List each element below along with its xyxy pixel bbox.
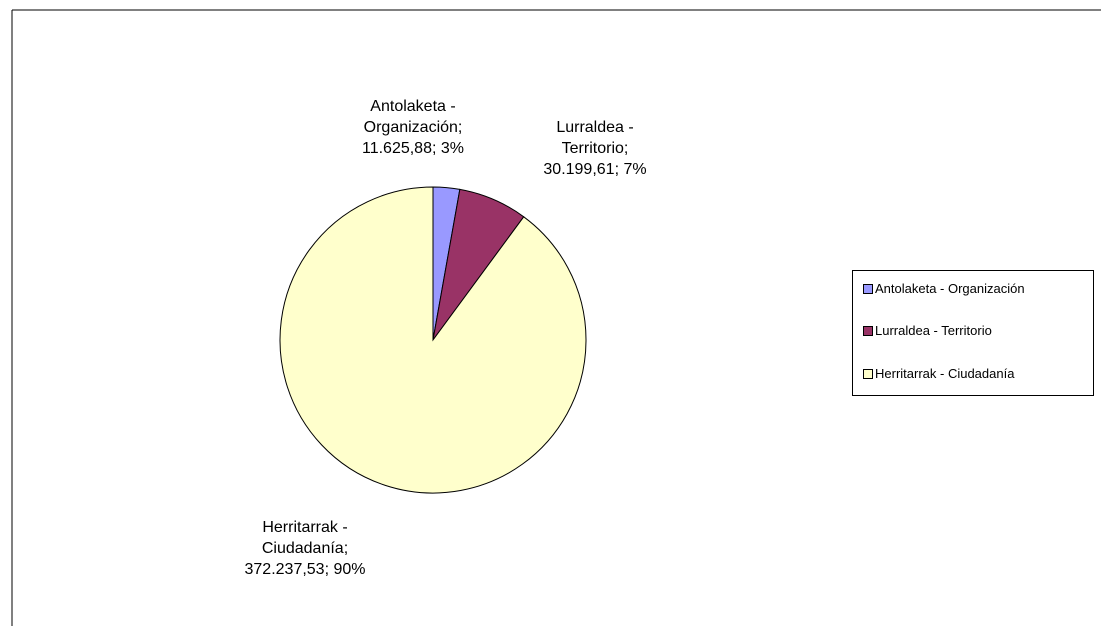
legend-swatch-2 [863, 368, 873, 379]
pie-data-label-0-line-2: 11.625,88; 3% [362, 140, 464, 157]
pie-data-label-2-line-2: 372.237,53; 90% [245, 561, 366, 578]
pie-data-label-0: Antolaketa - Organización; 11.625,88; 3% [362, 98, 464, 157]
pie-data-label-0-line-1: Organización; [364, 119, 463, 136]
pie-labels: Antolaketa - Organización; 11.625,88; 3% Lu… [245, 98, 647, 578]
pie-slices [279, 186, 587, 494]
legend-swatch-0 [863, 283, 873, 294]
pie-data-label-2-line-0: Herritarrak - [262, 519, 347, 536]
pie-data-label-1-line-0: Lurraldea - [556, 119, 633, 136]
legend-label-0: Antolaketa - Organización [875, 281, 1025, 296]
legend-label-2: Herritarrak - Ciudadanía [875, 366, 1015, 381]
pie-data-label-0-line-0: Antolaketa - [370, 98, 455, 115]
pie-slice-2 [279, 186, 587, 494]
chart-legend: Antolaketa - Organización Lurraldea - Te… [852, 270, 1094, 396]
legend-item-2: Herritarrak - Ciudadanía [863, 366, 1014, 382]
legend-item-0: Antolaketa - Organización [863, 281, 1025, 297]
pie-data-label-2-line-1: Ciudadanía; [262, 540, 348, 557]
pie-data-label-2: Herritarrak - Ciudadanía; 372.237,53; 90% [245, 519, 366, 578]
legend-item-1: Lurraldea - Territorio [863, 323, 992, 339]
pie-data-label-1: Lurraldea - Territorio; 30.199,61; 7% [543, 119, 646, 178]
left-ruler [0, 0, 10, 626]
legend-swatch-1 [863, 325, 873, 336]
pie-data-label-1-line-2: 30.199,61; 7% [543, 161, 646, 178]
legend-label-1: Lurraldea - Territorio [875, 323, 992, 338]
pie-data-label-1-line-1: Territorio; [562, 140, 629, 157]
